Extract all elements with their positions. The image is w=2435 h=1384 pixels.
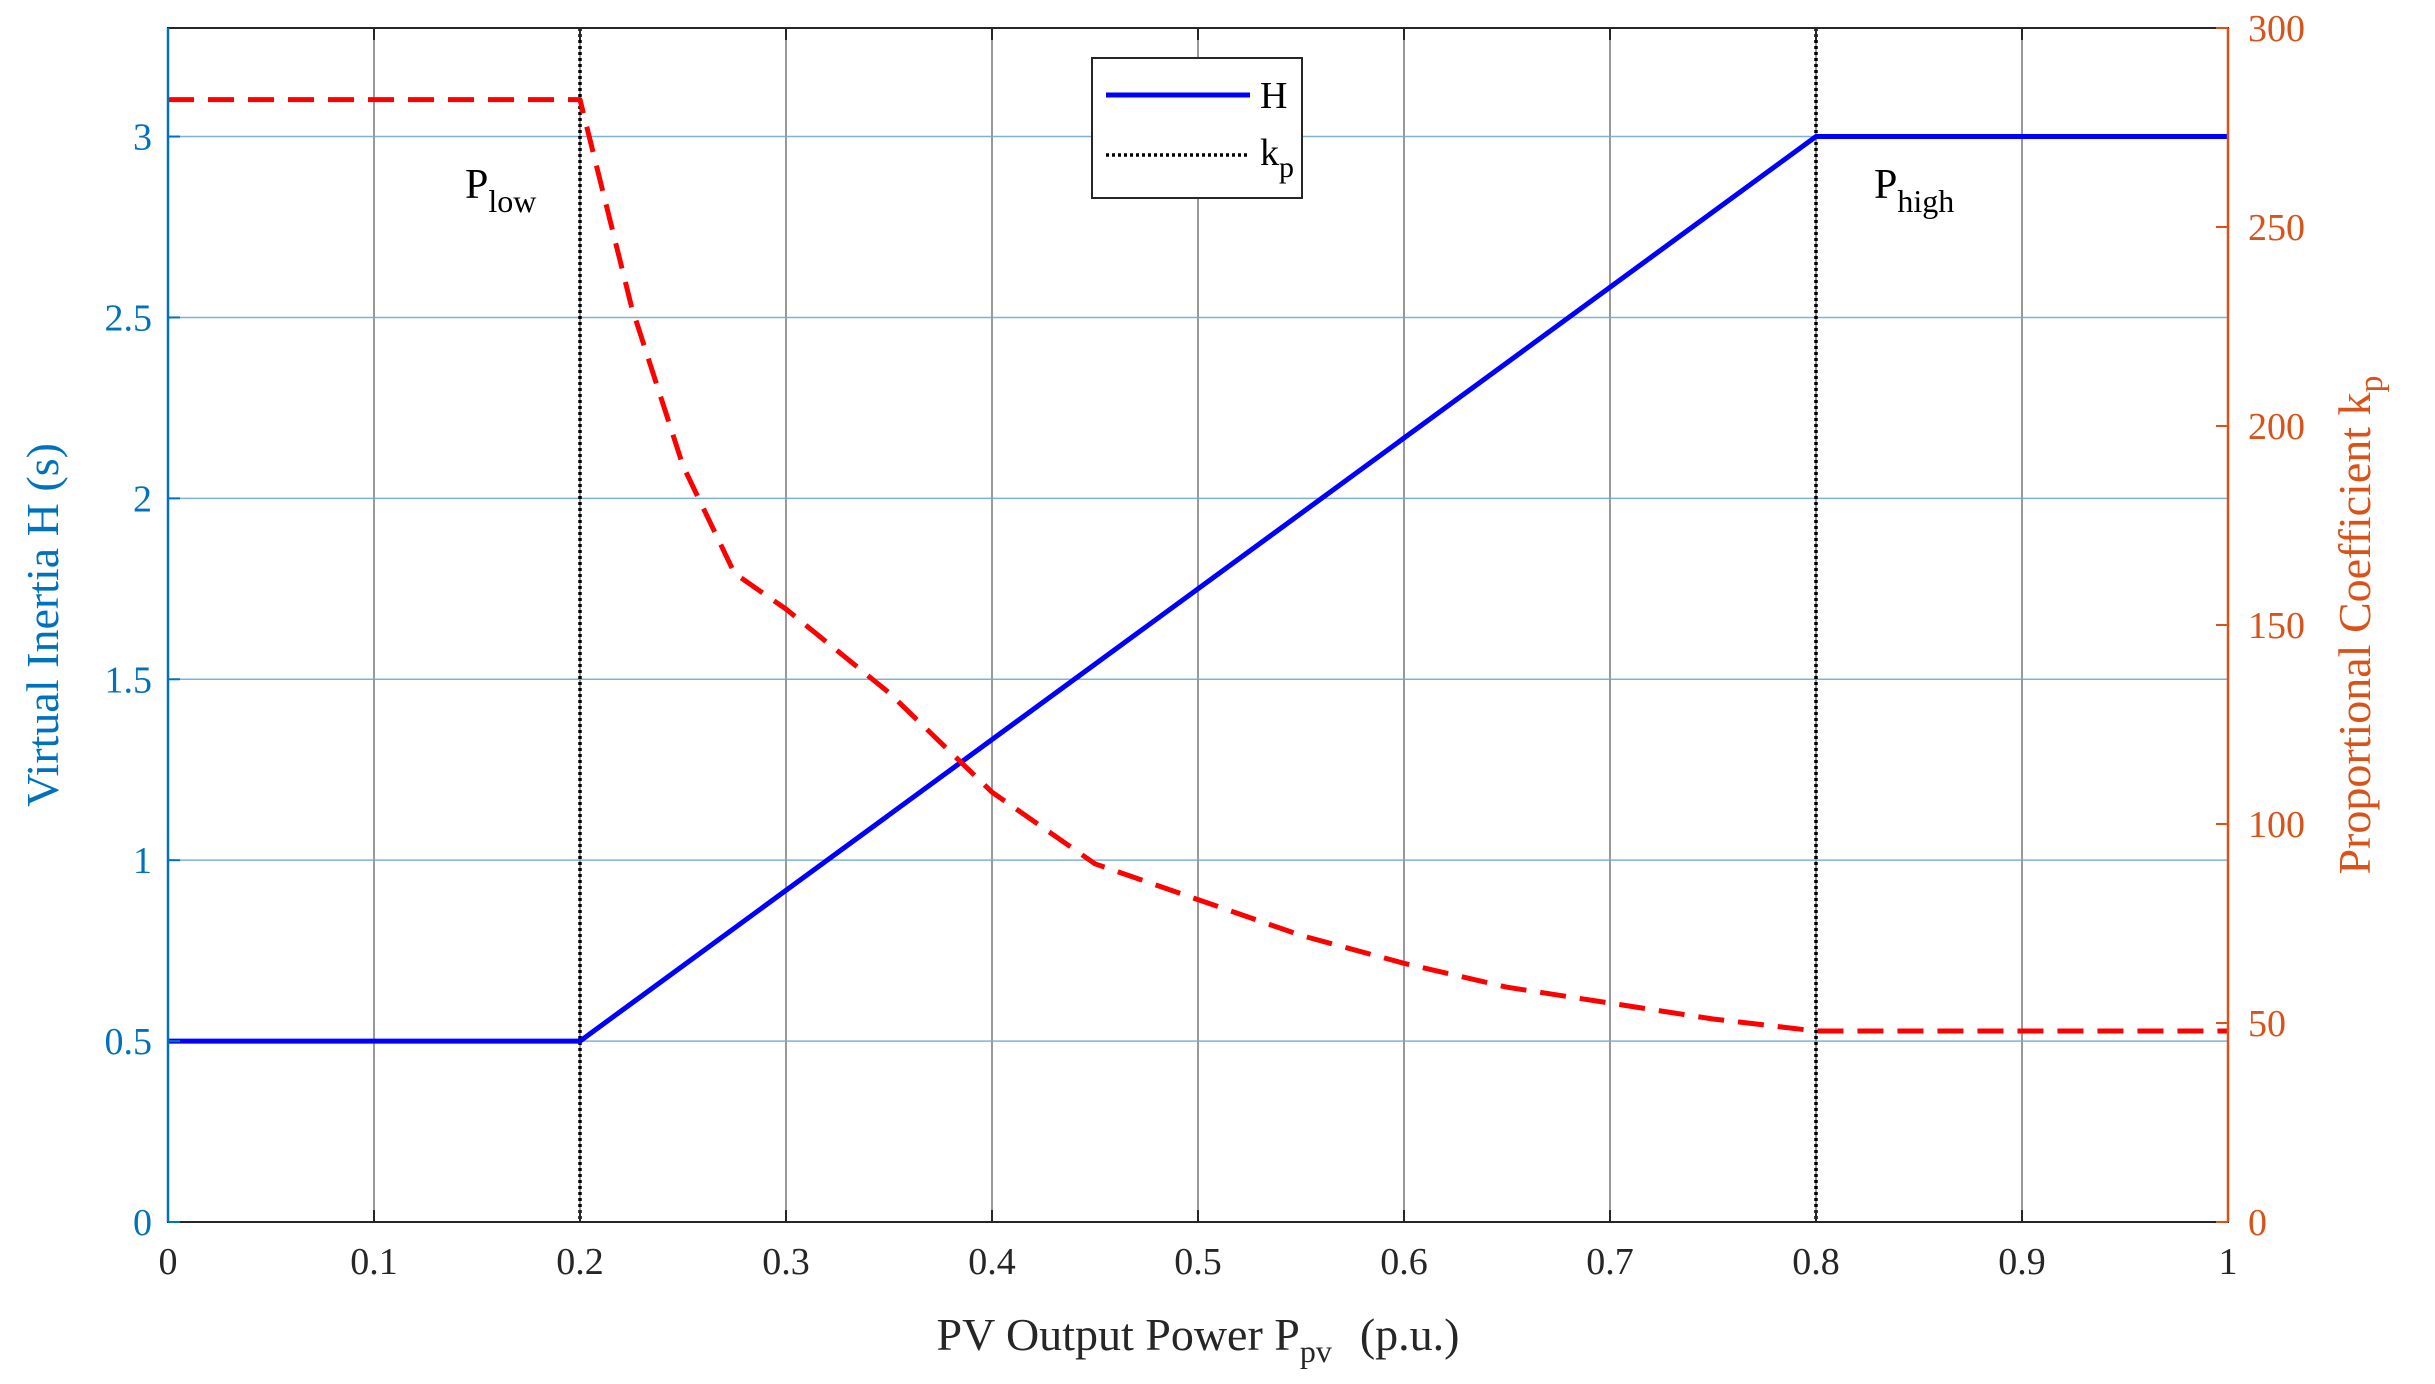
left-y-tick-label: 1	[133, 840, 152, 882]
legend-label-h: H	[1260, 75, 1287, 117]
p-low-annotation: Plow	[465, 162, 536, 219]
right-y-tick-label: 0	[2248, 1202, 2267, 1244]
legend-label-kp-subscript: p	[1279, 151, 1294, 184]
x-axis-label-main: PV Output Power P	[936, 1309, 1299, 1360]
x-tick-label: 0	[159, 1241, 178, 1283]
x-axis-label: PV Output Power Ppv (p.u.)	[936, 1309, 1459, 1369]
left-y-tick-label: 2.5	[105, 297, 153, 339]
x-tick-label: 0.1	[350, 1241, 398, 1283]
legend-label-kp: kp	[1260, 132, 1294, 184]
right-y-axis-label: Proportional Coefficient kp	[2329, 375, 2390, 874]
left-y-tick-label: 2	[133, 478, 152, 520]
series-line-1	[168, 97, 2228, 1034]
p-low-subscript: low	[488, 183, 536, 219]
left-y-tick-label: 0	[133, 1202, 152, 1244]
legend-label-kp-main: k	[1260, 132, 1279, 174]
right-y-tick-label: 300	[2248, 8, 2305, 50]
right-y-tick-label: 50	[2248, 1003, 2286, 1045]
left-y-tick-label: 3	[133, 117, 152, 159]
legend-box	[1091, 57, 1303, 199]
x-tick-label: 0.5	[1174, 1241, 1222, 1283]
x-tick-label: 0.6	[1380, 1241, 1428, 1283]
x-tick-label: 0.7	[1586, 1241, 1634, 1283]
series-line-0	[168, 134, 2228, 1044]
right-y-axis-label-main: Proportional Coefficient k	[2329, 392, 2380, 874]
series-layer	[168, 97, 2228, 1044]
right-y-tick-label: 250	[2248, 207, 2305, 249]
x-tick-label: 0.3	[762, 1241, 810, 1283]
x-tick-label: 0.4	[968, 1241, 1016, 1283]
p-high-subscript: high	[1897, 183, 1954, 219]
x-tick-label: 0.8	[1792, 1241, 1840, 1283]
x-tick-label: 1	[2219, 1241, 2238, 1283]
x-axis-label-unit: (p.u.)	[1360, 1309, 1460, 1360]
vertical-markers	[578, 28, 1818, 1222]
x-axis-label-subscript: pv	[1300, 1333, 1332, 1369]
left-y-tick-label: 1.5	[105, 659, 153, 701]
legend: H kp	[1091, 57, 1303, 199]
x-tick-label: 0.2	[556, 1241, 604, 1283]
p-low-label: P	[465, 162, 488, 208]
left-y-axis-label: Virtual Inertia H (s)	[17, 443, 68, 807]
tick-layer: 0 0.1 0.2 0.3 0.4 0.5 0.6 0.7 0.8 0.9 100.511.522.…	[105, 8, 2306, 1283]
right-y-tick-label: 200	[2248, 406, 2305, 448]
p-high-annotation: Phigh	[1874, 162, 1954, 219]
p-high-label: P	[1874, 162, 1897, 208]
right-y-tick-label: 150	[2248, 605, 2305, 647]
right-y-axis-label-subscript: p	[2353, 375, 2390, 392]
x-tick-label: 0.9	[1998, 1241, 2046, 1283]
grid-layer	[168, 28, 2228, 1222]
right-y-tick-label: 100	[2248, 804, 2305, 846]
left-y-tick-label: 0.5	[105, 1021, 153, 1063]
